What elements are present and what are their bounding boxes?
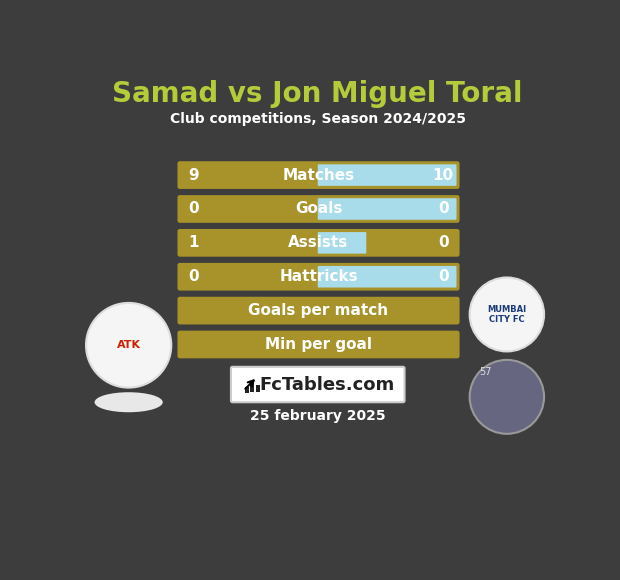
Text: 0: 0 bbox=[438, 235, 449, 251]
Ellipse shape bbox=[86, 303, 171, 387]
Text: Goals per match: Goals per match bbox=[249, 303, 389, 318]
Ellipse shape bbox=[95, 392, 162, 412]
Text: 0: 0 bbox=[188, 269, 199, 284]
FancyBboxPatch shape bbox=[177, 161, 459, 189]
FancyBboxPatch shape bbox=[317, 164, 456, 186]
Text: 9: 9 bbox=[188, 168, 199, 183]
Text: Assists: Assists bbox=[288, 235, 348, 251]
Text: Min per goal: Min per goal bbox=[265, 337, 372, 352]
FancyBboxPatch shape bbox=[177, 297, 459, 324]
Text: MUMBAI
CITY FC: MUMBAI CITY FC bbox=[487, 304, 526, 324]
Text: Matches: Matches bbox=[283, 168, 355, 183]
Text: Samad vs Jon Miguel Toral: Samad vs Jon Miguel Toral bbox=[112, 80, 523, 108]
FancyBboxPatch shape bbox=[317, 266, 456, 288]
FancyBboxPatch shape bbox=[177, 229, 459, 257]
FancyBboxPatch shape bbox=[177, 331, 459, 358]
Text: 25 february 2025: 25 february 2025 bbox=[250, 409, 386, 423]
FancyBboxPatch shape bbox=[177, 195, 459, 223]
Text: 1: 1 bbox=[188, 235, 199, 251]
Text: Goals: Goals bbox=[295, 201, 342, 216]
Text: 57: 57 bbox=[479, 367, 492, 377]
FancyBboxPatch shape bbox=[317, 232, 366, 253]
Text: ATK: ATK bbox=[117, 340, 141, 350]
Text: 0: 0 bbox=[438, 269, 449, 284]
Text: Club competitions, Season 2024/2025: Club competitions, Season 2024/2025 bbox=[170, 112, 466, 126]
FancyBboxPatch shape bbox=[317, 198, 456, 220]
Text: 0: 0 bbox=[438, 201, 449, 216]
FancyBboxPatch shape bbox=[250, 382, 254, 392]
FancyBboxPatch shape bbox=[231, 367, 404, 403]
Text: 10: 10 bbox=[433, 168, 454, 183]
Ellipse shape bbox=[470, 277, 544, 351]
Circle shape bbox=[470, 360, 544, 434]
Text: Hattricks: Hattricks bbox=[279, 269, 358, 284]
Text: FcTables.com: FcTables.com bbox=[259, 375, 395, 394]
FancyBboxPatch shape bbox=[177, 263, 459, 291]
FancyBboxPatch shape bbox=[245, 387, 249, 393]
Text: 0: 0 bbox=[188, 201, 199, 216]
FancyBboxPatch shape bbox=[255, 385, 260, 392]
